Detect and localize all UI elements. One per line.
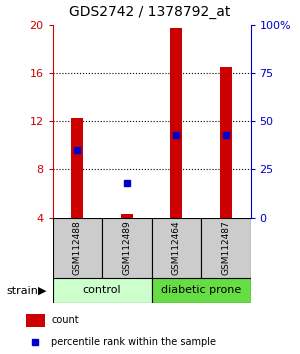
Text: diabetic prone: diabetic prone bbox=[161, 285, 241, 295]
Text: strain: strain bbox=[6, 286, 38, 296]
Bar bbox=[220, 67, 232, 218]
Text: GSM112488: GSM112488 bbox=[73, 221, 82, 275]
Bar bbox=[26, 314, 45, 327]
Bar bbox=[152, 278, 250, 303]
Bar bbox=[102, 218, 152, 278]
Text: GSM112489: GSM112489 bbox=[122, 221, 131, 275]
Bar bbox=[121, 214, 133, 218]
Bar bbox=[201, 218, 250, 278]
Text: count: count bbox=[52, 315, 79, 325]
Text: GSM112487: GSM112487 bbox=[221, 221, 230, 275]
Bar bbox=[170, 28, 182, 218]
Text: control: control bbox=[83, 285, 121, 295]
Text: ▶: ▶ bbox=[38, 286, 46, 296]
Text: percentile rank within the sample: percentile rank within the sample bbox=[52, 337, 217, 348]
Text: GSM112464: GSM112464 bbox=[172, 221, 181, 275]
Bar bbox=[52, 278, 152, 303]
Bar bbox=[52, 218, 102, 278]
Bar bbox=[152, 218, 201, 278]
Text: GDS2742 / 1378792_at: GDS2742 / 1378792_at bbox=[69, 5, 231, 19]
Bar bbox=[71, 118, 83, 218]
